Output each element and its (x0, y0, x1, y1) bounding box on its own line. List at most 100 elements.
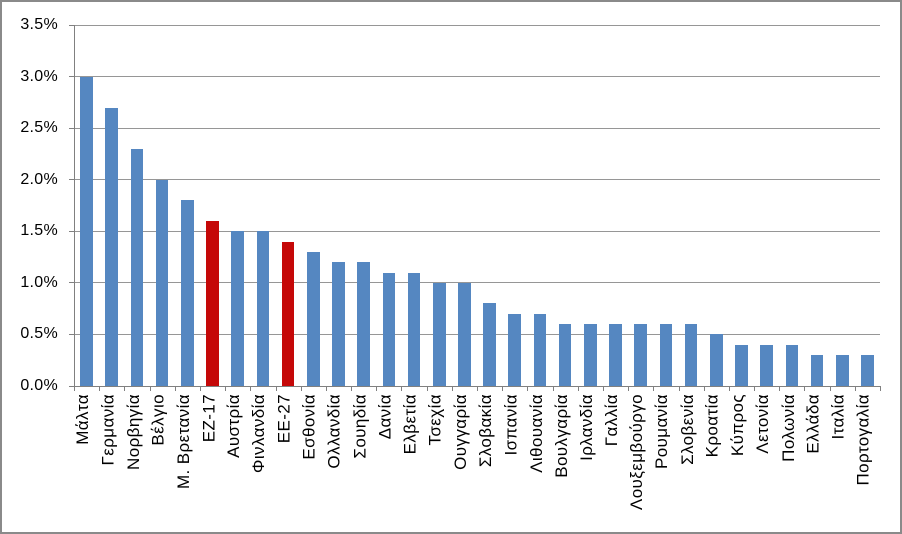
bar (735, 344, 748, 386)
y-gridline (74, 230, 880, 232)
x-axis-tick (854, 386, 856, 391)
x-axis-tick (628, 386, 630, 391)
y-tick-label: 3.0% (20, 67, 58, 85)
bar-highlighted (206, 220, 219, 386)
bar (659, 324, 673, 386)
x-axis-tick (174, 386, 176, 391)
y-tick-label: 0.0% (20, 377, 58, 394)
bar (357, 262, 370, 386)
x-axis-tick (602, 386, 604, 391)
bar (584, 324, 597, 386)
x-tick-label: Ιταλία (828, 394, 848, 440)
x-axis-tick (804, 386, 806, 391)
y-gridline (74, 24, 880, 26)
y-gridline (74, 282, 880, 284)
bar (558, 324, 572, 386)
x-tick-label: Λουξεμβούργο (627, 394, 647, 511)
x-axis-tick (325, 386, 327, 391)
bar (407, 272, 421, 386)
y-gridline (74, 127, 880, 129)
x-tick-label: Ελλάδα (803, 394, 823, 454)
x-tick-label: ΕΖ-17 (199, 394, 219, 443)
x-tick-label: Γερμανία (98, 394, 118, 466)
x-axis-tick (678, 386, 680, 391)
y-axis-tick (69, 179, 74, 181)
x-axis-tick (124, 386, 126, 391)
x-tick-label: Εσθονία (299, 394, 319, 460)
bar (332, 262, 345, 386)
bar (256, 231, 270, 386)
x-axis-tick (426, 386, 428, 391)
x-axis-tick (577, 386, 579, 391)
x-tick-label: Ιρλανδία (576, 394, 596, 461)
bar (709, 334, 723, 386)
bar (382, 272, 396, 386)
x-tick-label: Βουλγαρία (551, 394, 571, 478)
bar (810, 355, 824, 386)
x-tick-label: Ρουμανία (652, 394, 672, 470)
x-tick-label: Σλοβακία (476, 394, 496, 468)
y-gridline (74, 333, 880, 335)
y-axis-tick (69, 333, 74, 335)
bar (785, 344, 799, 386)
bar (684, 324, 698, 386)
y-tick-label: 2.5% (20, 119, 58, 137)
bar (105, 107, 119, 386)
bar (458, 282, 471, 386)
x-axis-tick (275, 386, 277, 391)
x-axis-tick (552, 386, 554, 391)
x-tick-label: Ολλανδία (324, 394, 344, 469)
x-tick-label: Πορτογαλία (853, 394, 873, 486)
bar (609, 324, 622, 386)
x-axis-tick (250, 386, 252, 391)
bar (306, 251, 320, 386)
bar-highlighted (281, 241, 295, 386)
bar (835, 355, 849, 386)
x-axis-tick (225, 386, 227, 391)
x-tick-label: Νορβηγία (123, 394, 143, 470)
x-axis-tick (451, 386, 453, 391)
bar (181, 200, 194, 386)
y-tick-label: 1.5% (20, 222, 58, 240)
x-tick-label: Πολωνία (778, 394, 798, 462)
bar (432, 282, 446, 386)
x-axis-tick (300, 386, 302, 391)
x-axis-tick (376, 386, 378, 391)
x-axis-tick (502, 386, 504, 391)
x-axis-tick (829, 386, 831, 391)
x-axis-tick (728, 386, 730, 391)
y-axis-line (73, 25, 75, 386)
x-axis-tick (199, 386, 201, 391)
bar (483, 303, 496, 386)
y-axis-tick (69, 76, 74, 78)
x-tick-label: Ελβετία (400, 394, 420, 455)
x-tick-label: ΕΕ-27 (274, 394, 294, 444)
x-axis-tick (653, 386, 655, 391)
y-axis-tick (69, 385, 74, 387)
x-axis-tick (99, 386, 101, 391)
x-tick-label: Μάλτα (73, 394, 93, 445)
x-axis-tick (74, 386, 75, 391)
y-tick-label: 2.0% (20, 170, 58, 188)
x-tick-label: Λετονία (753, 394, 773, 454)
x-tick-label: Λιθουανία (526, 394, 546, 473)
x-axis-tick (401, 386, 403, 391)
x-axis-tick (351, 386, 353, 391)
x-tick-label: Σλοβενία (677, 394, 697, 465)
x-tick-label: Ισπανία (501, 394, 521, 456)
x-tick-label: Σουηδία (350, 394, 370, 459)
bar (155, 179, 169, 386)
y-axis-tick (69, 127, 74, 129)
x-tick-label: Κύπρος (727, 394, 747, 457)
y-axis-tick (69, 24, 74, 26)
x-tick-label: Φινλανδία (249, 394, 269, 474)
bar (130, 148, 144, 386)
y-gridline (74, 76, 880, 78)
x-axis-tick (880, 386, 881, 391)
x-tick-label: Κροατία (702, 394, 722, 458)
x-tick-label: Τσεχία (425, 394, 445, 446)
bar (80, 76, 93, 386)
x-tick-label: Ουγγαρία (450, 394, 470, 470)
